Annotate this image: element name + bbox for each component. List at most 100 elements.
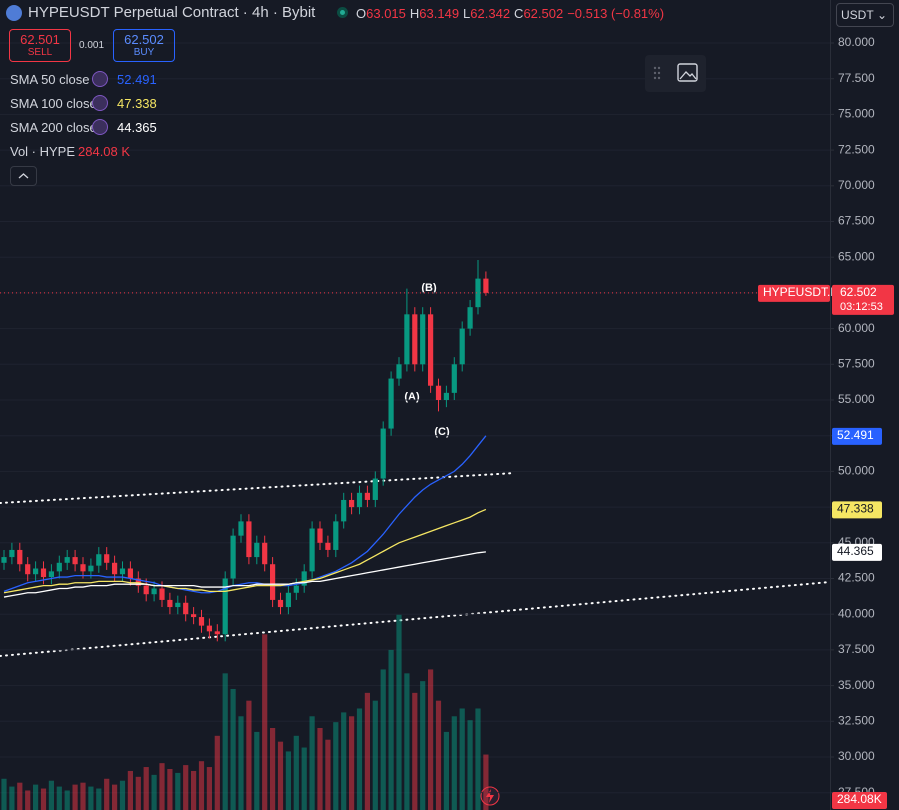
volume-bar: [143, 767, 149, 810]
trend-line-upper: [0, 472, 516, 504]
y-tick-label: 80.000: [838, 35, 875, 49]
candle-body: [40, 568, 47, 578]
y-tick-label: 75.000: [838, 107, 875, 121]
sma-line: [3, 508, 487, 594]
sma-line: [3, 551, 486, 598]
sma-tag: 47.338: [837, 502, 874, 516]
candle-body: [420, 314, 426, 365]
ohlc-values: O63.015 H63.149 L62.342 C62.502 −0.513 (−0.8…: [356, 6, 664, 21]
indicator-icon: [92, 119, 108, 135]
candle-body: [277, 599, 284, 608]
volume-bar: [467, 720, 473, 810]
candle-body: [285, 592, 291, 608]
volume-bar: [1, 778, 7, 810]
screenshot-toolbar[interactable]: [645, 55, 706, 92]
candle-body: [309, 528, 315, 572]
volume-bar: [277, 741, 284, 810]
volume-bar: [191, 770, 197, 810]
volume-bar: [88, 786, 94, 810]
volume-bar: [112, 784, 118, 810]
sell-price: 62.501: [20, 32, 60, 47]
volume-bar: [64, 790, 70, 810]
volume-bar: [56, 786, 62, 810]
y-tick-label: 65.000: [838, 249, 875, 263]
y-tick-label: 35.000: [838, 678, 875, 692]
trend-line-lower: [0, 581, 831, 657]
candle-body: [293, 585, 299, 593]
candle-body: [167, 599, 173, 608]
volume-bar: [475, 708, 481, 810]
volume-bar: [238, 716, 244, 810]
wave-label: (A): [404, 391, 420, 403]
candle-body: [198, 617, 205, 626]
volume-bar: [80, 782, 86, 810]
candle-body: [33, 568, 39, 575]
volume-bar: [254, 731, 260, 810]
volume-bar: [222, 673, 228, 810]
volume-bar: [230, 688, 236, 810]
collapse-button[interactable]: [10, 166, 37, 186]
volume-bar: [451, 716, 457, 810]
volume-bar: [443, 731, 449, 810]
volume-value: 284.08 K: [78, 144, 131, 159]
buy-price: 62.502: [124, 32, 164, 47]
ohlc-value: 63.015: [366, 6, 406, 21]
ohlc-key: C: [514, 6, 524, 21]
candle-body: [1, 557, 7, 563]
sma-tag-bg: [832, 501, 882, 519]
indicator-name: SMA 50 close: [10, 72, 90, 87]
candle-body: [364, 492, 370, 500]
volume-bar: [356, 708, 363, 810]
symbol-title[interactable]: HYPEUSDT Perpetual Contract · 4h · Bybit: [28, 4, 316, 21]
volume-bar: [246, 700, 252, 810]
sma-line: [3, 435, 487, 594]
candle-body: [459, 328, 465, 365]
volume-bar: [40, 788, 47, 810]
image-icon[interactable]: [677, 63, 698, 82]
y-tick-label: 55.000: [838, 392, 875, 406]
volume-bar: [459, 708, 465, 810]
ohlc-key: L: [463, 6, 471, 21]
candle-body: [230, 535, 236, 579]
candle-body: [301, 571, 307, 586]
last-price-tag: 62.502: [840, 285, 877, 299]
y-tick-label: 42.500: [838, 571, 875, 585]
volume-bar: [33, 784, 39, 810]
candle-body: [372, 478, 378, 500]
ohlc-key: H: [409, 6, 420, 21]
volume-bar: [127, 770, 133, 810]
indicator-name: SMA 100 close: [10, 96, 97, 111]
volume-bar: [175, 772, 181, 810]
buy-label: BUY: [133, 47, 155, 58]
candle-body: [451, 364, 457, 393]
volume-bar: [309, 716, 315, 810]
candle-body: [9, 549, 15, 558]
candle-body: [467, 307, 473, 329]
candle-body: [246, 521, 252, 558]
candle-body: [341, 499, 347, 522]
candle-body: [388, 378, 394, 429]
indicator-value: 52.491: [117, 72, 157, 87]
sma-tag: 44.365: [837, 544, 874, 558]
ohlc-key: O: [356, 6, 367, 21]
wave-label: (B): [421, 282, 437, 294]
market-status-dot: [340, 10, 345, 15]
volume-bar: [341, 712, 347, 810]
volume-tag-bg: [832, 792, 887, 809]
symbol-tag: HYPEUSDT.P: [763, 285, 838, 299]
volume-bar: [104, 778, 110, 810]
volume-bar: [317, 728, 323, 810]
candle-body: [88, 565, 94, 572]
volume-tag: 284.08K: [837, 792, 882, 806]
y-tick-label: 72.500: [838, 142, 875, 156]
volume-bar: [404, 673, 410, 810]
volume-bar: [420, 681, 426, 810]
sell-button[interactable]: 62.501 SELL: [9, 29, 71, 62]
currency-select[interactable]: USDT ⌄: [836, 3, 894, 27]
buy-button[interactable]: 62.502 BUY: [113, 29, 175, 62]
volume-bar: [301, 747, 307, 810]
volume-bar: [206, 767, 212, 810]
volume-bar: [214, 735, 220, 810]
